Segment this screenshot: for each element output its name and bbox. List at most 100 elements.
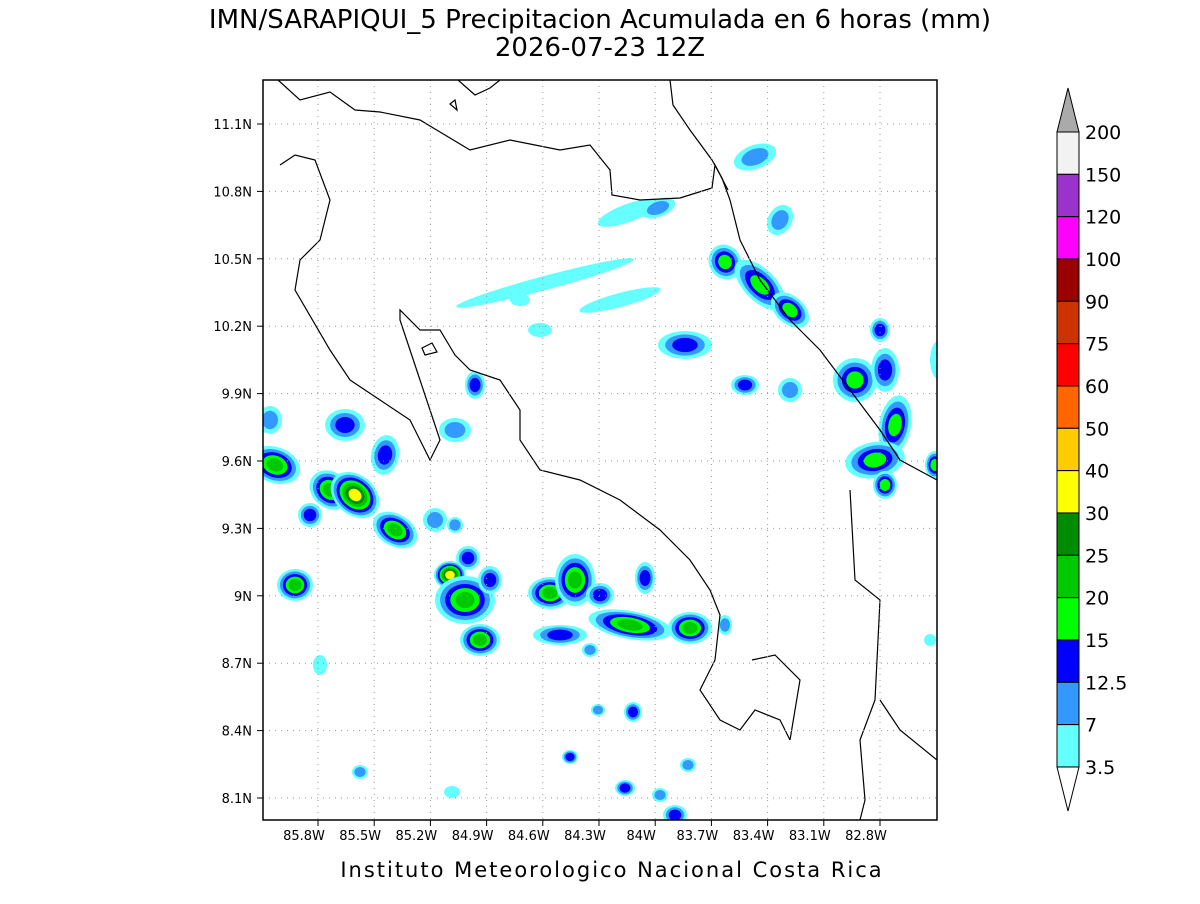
lat-label: 11.1N	[213, 118, 252, 133]
precipitation-field	[263, 143, 937, 820]
rain-contour	[445, 570, 455, 580]
rain-contour	[654, 790, 666, 800]
colorbar-box	[1056, 554, 1080, 599]
colorbar: 200 150 120 100 90 75 60 50 40 30 25 20 15 12.5 7 3.5	[1056, 87, 1127, 812]
rain-contour	[444, 786, 460, 798]
colorbar-label: 50	[1085, 418, 1109, 440]
rain-contour	[263, 410, 278, 430]
rain-contour	[619, 783, 631, 793]
rain-contour	[639, 570, 651, 586]
border-north	[277, 80, 729, 201]
axis-labels: 11.1N 10.8N 10.5N 10.2N 9.9N 9.6N 9.3N 9N 8.7N 8.…	[213, 118, 887, 844]
rain-contour	[888, 413, 902, 437]
colorbar-box	[1056, 639, 1080, 683]
lat-label: 8.1N	[222, 792, 252, 807]
lon-label: 85.5W	[339, 829, 381, 844]
lon-label: 83.4W	[733, 829, 775, 844]
rain-contour	[510, 294, 530, 306]
lon-label: 85.2W	[395, 829, 437, 844]
rain-contour	[387, 523, 403, 537]
lat-label: 9.9N	[222, 388, 252, 403]
rain-contour	[741, 148, 769, 166]
rain-contour	[668, 809, 682, 820]
rain-contour	[354, 767, 366, 777]
lat-label: 10.2N	[213, 320, 252, 335]
rain-contour	[542, 587, 558, 599]
rain-contour	[930, 459, 937, 471]
rain-contour	[682, 760, 694, 770]
rain-contour	[863, 452, 887, 468]
colorbar-label: 7	[1085, 715, 1097, 737]
colorbar-label: 200	[1085, 122, 1121, 144]
rain-contour	[617, 619, 643, 631]
colorbar-box	[1056, 427, 1080, 472]
colorbar-label: 75	[1085, 334, 1109, 356]
colorbar-label: 20	[1085, 588, 1109, 610]
colorbar-label: 40	[1085, 461, 1109, 483]
rain-contour	[461, 551, 475, 565]
rain-contour	[288, 579, 302, 591]
rain-contour	[348, 488, 362, 502]
rain-contour	[303, 508, 317, 522]
rain-contour	[592, 588, 608, 602]
rain-contour	[444, 422, 466, 438]
caribbean-coast	[669, 80, 937, 481]
rain-contour	[455, 592, 475, 608]
rain-contour	[718, 254, 732, 270]
rain-contour	[597, 199, 659, 227]
colorbar-label: 15	[1085, 630, 1109, 652]
rain-contour	[682, 622, 698, 634]
colorbar-box	[1056, 343, 1080, 387]
rain-contour	[628, 706, 638, 718]
lat-label: 8.7N	[222, 657, 252, 672]
colorbar-label: 30	[1085, 503, 1109, 525]
colorbar-label: 150	[1085, 164, 1121, 186]
colorbar-label: 12.5	[1085, 672, 1127, 694]
lat-label: 9N	[234, 590, 252, 605]
rain-contour	[377, 445, 393, 465]
island	[449, 98, 458, 112]
colorbar-label: 60	[1085, 376, 1109, 398]
colorbar-box	[1056, 512, 1080, 556]
rain-contour	[335, 417, 355, 433]
rain-contour	[750, 275, 770, 295]
colorbar-box	[1056, 173, 1080, 218]
coastlines	[277, 80, 937, 820]
rain-contour	[771, 210, 789, 230]
rain-contour	[473, 634, 487, 646]
lon-label: 85.8W	[283, 829, 325, 844]
island	[421, 342, 438, 356]
rain-contour	[593, 705, 603, 715]
map-title: IMN/SARAPIQUI_5 Precipitacion Acumulada …	[209, 5, 991, 35]
lat-label: 8.4N	[222, 725, 252, 740]
lon-label: 83.7W	[676, 829, 718, 844]
rain-contour	[646, 200, 670, 216]
rain-contour	[266, 458, 284, 472]
lon-label: 84.3W	[564, 829, 606, 844]
colorbar-label: 120	[1085, 207, 1121, 229]
map-footer: Instituto Meteorologico Nacional Costa R…	[340, 858, 883, 882]
lake-nicaragua	[457, 80, 501, 96]
map-subtitle: 2026-07-23 12Z	[495, 33, 705, 63]
rain-contour	[879, 479, 891, 491]
rain-contour	[565, 752, 575, 762]
rain-contour	[924, 634, 936, 646]
lat-label: 9.6N	[222, 455, 252, 470]
rain-contour	[584, 645, 596, 655]
colorbar-box	[1056, 724, 1080, 768]
colorbar-box	[1056, 131, 1080, 175]
colorbar-box	[1056, 597, 1080, 641]
colorbar-box	[1056, 470, 1080, 514]
lon-label: 84W	[626, 829, 656, 844]
lon-label: 84.6W	[508, 829, 550, 844]
colorbar-box	[1056, 258, 1080, 302]
rain-contour	[547, 629, 573, 641]
rain-contour	[313, 655, 327, 675]
lon-label: 83.1W	[789, 829, 831, 844]
rain-contour	[672, 337, 698, 353]
rain-contour	[877, 359, 893, 381]
rain-contour	[720, 618, 730, 632]
colorbar-box	[1056, 216, 1080, 260]
